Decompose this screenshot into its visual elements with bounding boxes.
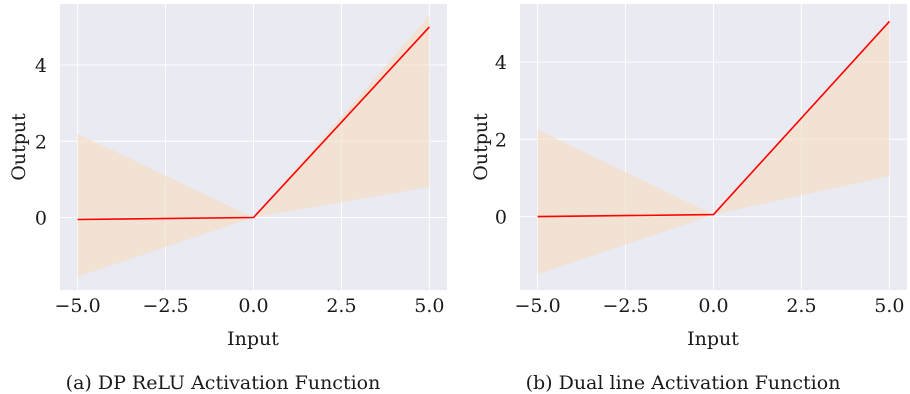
chart-a: −5.0 −2.5 0.0 2.5 5.0 0 2 4 Input Output (a) D…	[8, 4, 447, 394]
chart-b-x-tick-label: 5.0	[874, 295, 904, 317]
chart-a-uncertainty-band	[77, 15, 430, 277]
chart-a-y-tick-labels: 0 2 4	[35, 55, 47, 230]
chart-b-y-tick-labels: 0 2 4	[495, 52, 507, 229]
chart-b-activation-line	[537, 20, 890, 218]
chart-b-uncertainty-band	[537, 21, 890, 275]
chart-a-x-tick-label: 5.0	[414, 295, 444, 317]
chart-b-x-tick-label: −2.5	[602, 295, 648, 317]
chart-b-x-tick-label: 2.5	[786, 295, 816, 317]
chart-b-y-tick-label: 0	[495, 207, 507, 229]
chart-a-y-axis-label: Output	[8, 113, 30, 181]
chart-a-x-tick-label: −5.0	[55, 295, 101, 317]
chart-a-activation-line	[77, 26, 430, 221]
chart-a-caption: (a) DP ReLU Activation Function	[66, 372, 381, 394]
chart-b-x-tick-labels: −5.0 −2.5 0.0 2.5 5.0	[515, 295, 905, 317]
chart-b-gridlines	[520, 4, 907, 290]
chart-b-x-tick-label: −5.0	[515, 295, 561, 317]
chart-b-y-tick-label: 2	[495, 129, 507, 151]
chart-a-x-axis-label: Input	[227, 328, 279, 350]
chart-b-x-tick-label: 0.0	[698, 295, 728, 317]
chart-a-x-tick-label: 0.0	[238, 295, 268, 317]
chart-a-y-tick-label: 4	[35, 55, 47, 77]
chart-b-x-axis-label: Input	[687, 328, 739, 350]
chart-a-x-tick-label: −2.5	[142, 295, 188, 317]
chart-a-x-tick-label: 2.5	[326, 295, 356, 317]
chart-b-y-tick-label: 4	[495, 52, 507, 74]
chart-b-y-axis-label: Output	[470, 113, 492, 181]
chart-b: −5.0 −2.5 0.0 2.5 5.0 0 2 4 Input Output (b) D…	[470, 4, 907, 394]
chart-a-y-tick-label: 2	[35, 131, 47, 153]
chart-a-x-tick-labels: −5.0 −2.5 0.0 2.5 5.0	[55, 295, 445, 317]
chart-a-y-tick-label: 0	[35, 208, 47, 230]
chart-b-caption: (b) Dual line Activation Function	[526, 372, 841, 394]
